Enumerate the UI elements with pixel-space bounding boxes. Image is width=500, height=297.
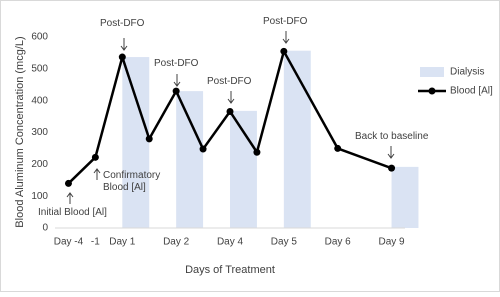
line-marker <box>388 164 396 172</box>
line-connector <box>337 147 392 170</box>
line-marker <box>64 179 72 187</box>
annotation-arrowhead <box>227 98 235 104</box>
x-tick-label: Day 5 <box>271 237 298 248</box>
annotation-arrowhead <box>66 192 74 198</box>
annotation-arrowhead <box>282 38 290 44</box>
line-connector <box>148 90 178 140</box>
annotation-arrowhead <box>93 168 101 174</box>
annotation: Confirmatory Blood [Al] <box>103 170 161 193</box>
x-tick-label: Day 6 <box>325 237 352 248</box>
line-marker <box>91 153 99 161</box>
y-tick-label: 300 <box>31 127 48 138</box>
annotation-box: Confirmatory Blood [Al] <box>103 170 161 193</box>
legend-swatch <box>428 87 436 95</box>
line-marker <box>253 148 261 156</box>
bar <box>283 50 311 229</box>
line-connector <box>228 110 258 153</box>
line-marker <box>145 135 153 143</box>
annotation-box: Post-DFO <box>100 18 145 29</box>
line-connector <box>94 56 124 158</box>
line-marker <box>118 53 126 61</box>
legend-swatch <box>420 67 444 77</box>
line-connector <box>282 50 339 150</box>
legend-label: Dialysis <box>450 67 484 78</box>
y-tick-label: 100 <box>31 191 48 202</box>
annotation: Post-DFO <box>100 18 145 29</box>
line-marker <box>172 87 180 95</box>
annotation: Back to baseline <box>355 131 429 142</box>
line-marker <box>280 47 288 55</box>
line-marker <box>199 145 207 153</box>
x-tick-label: Day 2 <box>163 237 190 248</box>
line-marker <box>334 144 342 152</box>
annotation-arrowhead <box>120 45 128 51</box>
y-tick-label: 600 <box>31 32 48 43</box>
line-marker <box>226 107 234 115</box>
bar <box>230 110 257 228</box>
annotation: Initial Blood [Al] <box>38 207 107 218</box>
annotation-box: Initial Blood [Al] <box>38 207 107 218</box>
bar <box>122 57 150 229</box>
x-tick-label: Day 4 <box>217 237 244 248</box>
annotation: Post-DFO <box>207 76 252 87</box>
y-tick-label: 200 <box>31 159 48 170</box>
x-tick-label: -1 <box>91 237 100 248</box>
line-connector <box>255 51 286 153</box>
x-tick-label: Day 1 <box>109 237 136 248</box>
annotation: Post-DFO <box>263 16 308 27</box>
y-tick-label: 500 <box>31 63 48 74</box>
x-tick-label: Day 9 <box>378 237 405 248</box>
annotation-arrowhead <box>173 81 181 87</box>
annotation-box: Post-DFO <box>263 16 308 27</box>
annotation-box: Post-DFO <box>154 58 199 69</box>
y-axis-title: Blood Aluminum Concentration (mcg/L) <box>14 36 26 227</box>
annotation-box: Back to baseline <box>355 131 429 142</box>
x-axis-title: Days of Treatment <box>185 264 275 276</box>
x-tick-label: Day -4 <box>54 237 84 248</box>
line-connector <box>67 156 97 185</box>
annotation-arrowhead <box>387 153 395 159</box>
annotation-box: Post-DFO <box>207 76 252 87</box>
line-connector <box>121 56 151 140</box>
y-tick-label: 0 <box>42 223 48 234</box>
bar <box>176 91 204 228</box>
annotation: Post-DFO <box>154 58 199 69</box>
bar <box>391 166 419 228</box>
line-connector <box>175 90 205 150</box>
legend-label: Blood [Al] <box>450 86 493 97</box>
y-tick-label: 400 <box>31 95 48 106</box>
line-connector <box>202 110 232 150</box>
